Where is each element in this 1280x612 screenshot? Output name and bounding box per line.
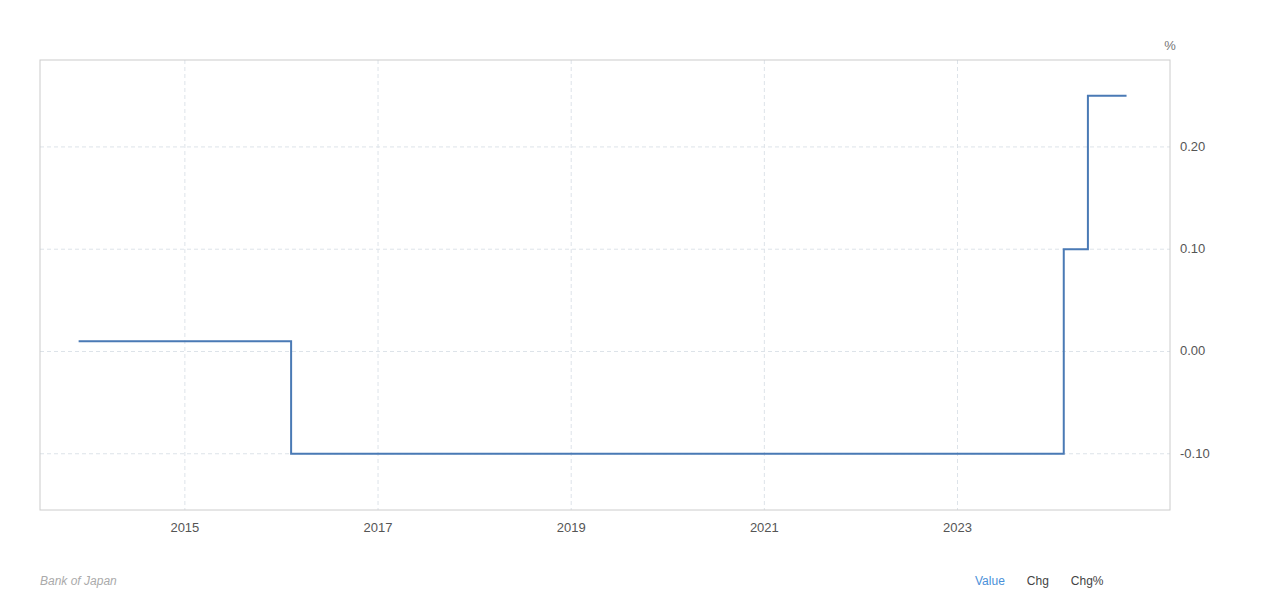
plot-frame bbox=[40, 60, 1170, 510]
grid-line-x bbox=[378, 60, 379, 510]
legend-text: Chg bbox=[1027, 574, 1049, 588]
y-axis-label: % bbox=[1164, 38, 1176, 53]
grid bbox=[40, 60, 1170, 510]
legend-text: Chg% bbox=[1071, 574, 1104, 588]
series-group bbox=[79, 96, 1127, 454]
x-tick-label: 2015 bbox=[170, 520, 199, 535]
chart: 2015 2017 2019 2021 2023 -0.10 0.00 0.10 0.20% Ba… bbox=[0, 0, 1280, 612]
step-line bbox=[79, 96, 1127, 454]
grid-line-y bbox=[40, 249, 1170, 250]
grid-line-x bbox=[184, 60, 185, 510]
grid-line-x bbox=[571, 60, 572, 510]
source-note: Bank of Japan bbox=[40, 574, 117, 588]
grid-line-y bbox=[40, 146, 1170, 147]
y-tick-label: 0.20 bbox=[1180, 139, 1205, 154]
legend-text: Value bbox=[975, 574, 1005, 588]
y-tick-label: 0.00 bbox=[1180, 343, 1205, 358]
grid-line-y bbox=[40, 351, 1170, 352]
x-tick-label: 2023 bbox=[943, 520, 972, 535]
x-tick-label: 2017 bbox=[364, 520, 393, 535]
y-tick-label: 0.10 bbox=[1180, 241, 1205, 256]
y-tick-label: -0.10 bbox=[1180, 446, 1210, 461]
x-tick-label: 2021 bbox=[750, 520, 779, 535]
grid-line-x bbox=[957, 60, 958, 510]
x-tick-label: 2019 bbox=[557, 520, 586, 535]
grid-line-x bbox=[764, 60, 765, 510]
